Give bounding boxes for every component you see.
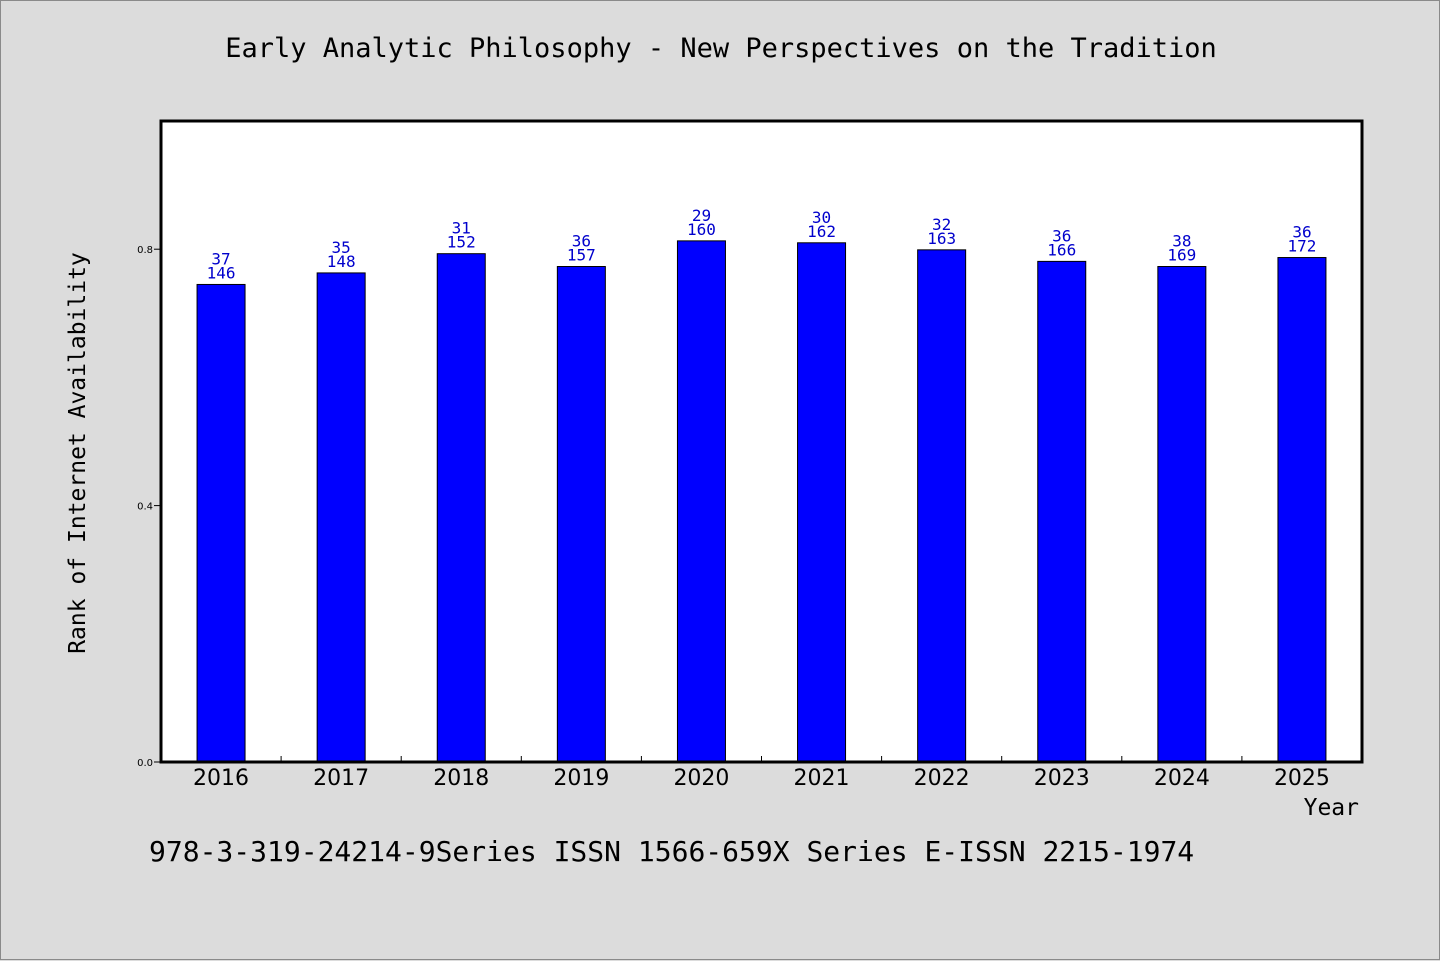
x-tick-label: 2023: [1034, 766, 1090, 791]
bar-label-bottom: 157: [567, 246, 596, 265]
bar-label-top: 31: [452, 219, 471, 238]
bar-label-bottom: 160: [687, 220, 716, 239]
bar: [436, 253, 486, 763]
bar-label-bottom: 163: [927, 229, 956, 248]
bar-label-top: 36: [1052, 226, 1071, 245]
chart-title: Early Analytic Philosophy - New Perspect…: [225, 33, 1217, 64]
bar: [1037, 260, 1087, 763]
bar: [797, 242, 847, 763]
bar-label-bottom: 152: [447, 233, 476, 252]
x-axis-label: Year: [1303, 795, 1359, 821]
bar-label-bottom: 166: [1047, 240, 1076, 259]
bar: [556, 266, 606, 763]
x-tick-label: 2018: [433, 766, 489, 791]
x-tick-label: 2017: [313, 766, 369, 791]
bar-label-top: 30: [812, 208, 831, 227]
y-tick-label: 0.8: [137, 245, 153, 256]
bar: [917, 249, 967, 763]
isbn-footnote: 978-3-319-24214-9Series ISSN 1566-659X S…: [149, 835, 1195, 868]
bar-label-bottom: 146: [207, 263, 236, 282]
x-tick-label: 2016: [193, 766, 249, 791]
bar: [196, 283, 246, 763]
x-tick-label: 2019: [553, 766, 609, 791]
bar-label-top: 29: [692, 206, 711, 225]
bar-label-top: 36: [1292, 223, 1311, 242]
bar-label-bottom: 148: [327, 252, 356, 271]
bar-label-top: 35: [332, 238, 351, 257]
x-tick-label: 2022: [914, 766, 970, 791]
x-tick-label: 2021: [794, 766, 850, 791]
x-tick-label: 2020: [673, 766, 729, 791]
x-tick-label: 2024: [1154, 766, 1210, 791]
bar-label-bottom: 169: [1167, 246, 1196, 265]
bar-label-bottom: 172: [1287, 237, 1316, 256]
bar-label-top: 36: [572, 232, 591, 251]
bar-label-top: 37: [211, 249, 230, 268]
bar: [316, 272, 366, 763]
plot-border: [159, 119, 1364, 764]
bar-label-top: 38: [1172, 232, 1191, 251]
y-tick-label: 0.4: [137, 502, 153, 513]
bar: [1277, 257, 1327, 763]
bar-label-top: 32: [932, 215, 951, 234]
y-tick-label: 0.0: [137, 758, 153, 769]
x-tick-label: 2025: [1274, 766, 1330, 791]
bar: [1157, 266, 1207, 763]
bar: [676, 240, 726, 763]
bar-label-bottom: 162: [807, 222, 836, 241]
